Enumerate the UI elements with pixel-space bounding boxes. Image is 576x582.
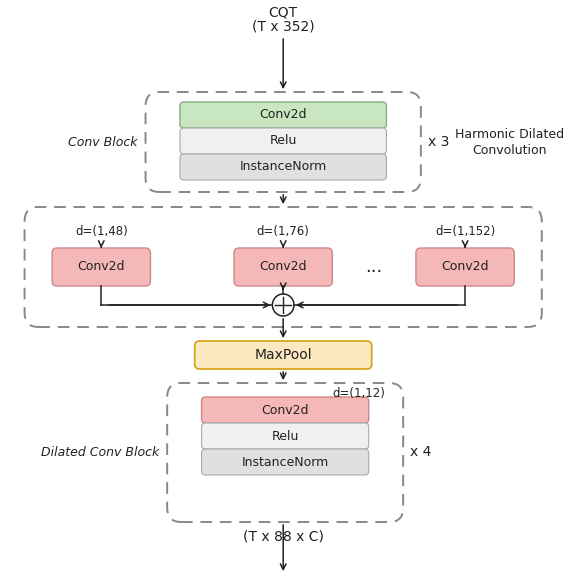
Text: x 4: x 4 [410,445,431,460]
Text: MaxPool: MaxPool [255,348,312,362]
Text: ...: ... [366,258,383,276]
FancyBboxPatch shape [52,248,150,286]
Text: Relu: Relu [270,134,297,147]
Text: d=(1,76): d=(1,76) [257,225,310,239]
FancyBboxPatch shape [180,154,386,180]
Text: Dilated Conv Block: Dilated Conv Block [41,446,160,459]
Text: (T x 352): (T x 352) [252,19,314,33]
Text: Conv2d: Conv2d [262,403,309,417]
FancyBboxPatch shape [202,449,369,475]
Text: (T x 88 x C): (T x 88 x C) [242,529,324,543]
FancyBboxPatch shape [234,248,332,286]
FancyBboxPatch shape [202,397,369,423]
Text: CQT: CQT [268,5,298,19]
FancyBboxPatch shape [416,248,514,286]
Text: Conv2d: Conv2d [441,261,489,274]
Text: Conv2d: Conv2d [78,261,125,274]
FancyBboxPatch shape [180,128,386,154]
Text: InstanceNorm: InstanceNorm [240,161,327,173]
Text: d=(1,152): d=(1,152) [435,225,495,239]
Text: Harmonic Dilated: Harmonic Dilated [455,127,564,140]
Text: d=(1,12): d=(1,12) [332,386,385,399]
Text: Relu: Relu [271,430,299,442]
FancyBboxPatch shape [195,341,372,369]
FancyBboxPatch shape [180,102,386,128]
Text: x 3: x 3 [428,135,449,149]
Text: InstanceNorm: InstanceNorm [241,456,329,469]
FancyBboxPatch shape [202,423,369,449]
Text: d=(1,48): d=(1,48) [75,225,128,239]
Text: Conv2d: Conv2d [259,108,307,122]
Text: Conv Block: Conv Block [68,136,138,148]
Text: Conv2d: Conv2d [259,261,307,274]
Text: Convolution: Convolution [472,144,547,157]
